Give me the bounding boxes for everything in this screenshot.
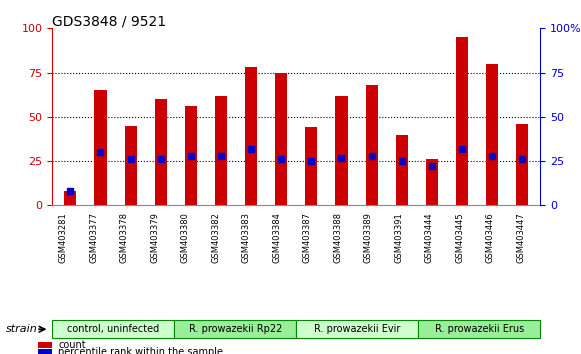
Bar	[456, 37, 468, 205]
Text: R. prowazekii Evir: R. prowazekii Evir	[314, 324, 400, 334]
Text: R. prowazekii Erus: R. prowazekii Erus	[435, 324, 524, 334]
Bar	[185, 106, 197, 205]
Text: control, uninfected: control, uninfected	[67, 324, 159, 334]
Bar	[335, 96, 347, 205]
Bar	[396, 135, 408, 205]
Bar	[215, 96, 227, 205]
Text: GSM403388: GSM403388	[333, 212, 342, 263]
Bar	[245, 67, 257, 205]
Bar	[275, 73, 287, 205]
Bar	[124, 126, 137, 205]
Text: GSM403447: GSM403447	[516, 212, 525, 263]
Bar	[95, 90, 106, 205]
Text: GSM403446: GSM403446	[486, 212, 494, 263]
Text: GSM403281: GSM403281	[59, 212, 67, 263]
Text: GSM403389: GSM403389	[364, 212, 372, 263]
Text: GSM403444: GSM403444	[425, 212, 433, 263]
Bar	[426, 159, 438, 205]
Text: GSM403384: GSM403384	[272, 212, 281, 263]
Text: R. prowazekii Rp22: R. prowazekii Rp22	[189, 324, 282, 334]
Text: count: count	[58, 340, 86, 350]
Bar	[306, 127, 317, 205]
Bar	[155, 99, 167, 205]
Text: GSM403380: GSM403380	[181, 212, 189, 263]
Text: GSM403391: GSM403391	[394, 212, 403, 263]
Bar	[486, 64, 498, 205]
Text: GSM403383: GSM403383	[242, 212, 250, 263]
Text: GSM403445: GSM403445	[455, 212, 464, 263]
Text: strain: strain	[6, 324, 38, 334]
Text: GSM403379: GSM403379	[150, 212, 159, 263]
Text: GSM403378: GSM403378	[120, 212, 128, 263]
Text: GDS3848 / 9521: GDS3848 / 9521	[52, 14, 166, 28]
Text: GSM403377: GSM403377	[89, 212, 98, 263]
Bar	[64, 191, 76, 205]
Bar	[517, 124, 528, 205]
Text: GSM403382: GSM403382	[211, 212, 220, 263]
Bar	[365, 85, 378, 205]
Text: GSM403387: GSM403387	[303, 212, 311, 263]
Text: percentile rank within the sample: percentile rank within the sample	[58, 347, 223, 354]
